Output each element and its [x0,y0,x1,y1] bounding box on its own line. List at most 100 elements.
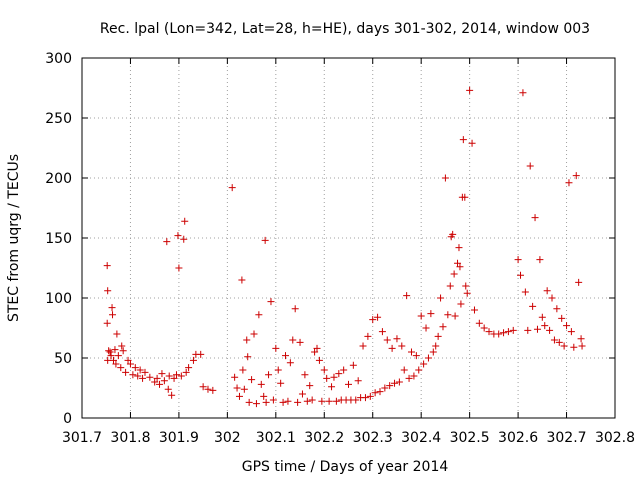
data-point [311,348,319,356]
data-point [113,330,121,338]
data-point [239,366,247,374]
data-point [466,86,474,94]
data-point [374,313,382,321]
data-point [243,336,251,344]
data-point [141,368,149,376]
data-point [393,335,401,343]
data-point [308,396,316,404]
data-point [468,139,476,147]
y-tick-label: 300 [45,51,72,67]
data-point [168,391,176,399]
data-point [340,366,348,374]
data-point [265,371,273,379]
data-point [529,302,537,310]
data-point [124,356,132,364]
data-point [570,343,578,351]
data-point [352,396,360,404]
data-point [122,368,130,376]
data-point [432,342,440,350]
data-point [575,278,583,286]
data-point [298,390,306,398]
data-point [470,306,478,314]
data-point [434,332,442,340]
data-point [461,193,469,201]
data-point [485,328,493,336]
data-point [315,356,323,364]
data-point [204,385,212,393]
x-tick-label: 301.9 [159,430,199,446]
data-point [364,332,372,340]
x-tick-label: 302 [214,430,241,446]
y-axis-title: STEC from uqrg / TECUs [6,154,22,322]
data-point [560,342,568,350]
data-point [412,352,420,360]
data-point [277,379,285,387]
data-point [386,382,394,390]
data-point [181,217,189,225]
y-tick-label: 0 [63,411,72,427]
data-point [565,179,573,187]
data-point [538,313,546,321]
data-point [417,312,425,320]
grid [82,58,615,418]
data-point [500,329,508,337]
data-point [395,378,403,386]
x-tick-label: 302.5 [450,430,490,446]
data-point [325,397,333,405]
data-point [451,312,459,320]
data-point [248,376,256,384]
data-point [475,319,483,327]
data-point [563,322,571,330]
data-point [391,379,399,387]
data-point [296,338,304,346]
data-point [345,380,352,388]
data-point [578,342,586,350]
data-point [153,374,161,382]
data-point [543,287,551,295]
data-point [160,377,168,385]
y-tick-label: 150 [45,231,72,247]
data-point [177,372,185,380]
data-point [255,311,263,319]
data-point [279,398,287,406]
data-point [376,388,384,396]
data-point [444,311,452,319]
data-point [146,373,154,381]
data-point [103,319,111,327]
data-point [294,398,302,406]
data-point [463,289,471,297]
data-point [328,383,336,391]
x-tick-label: 301.7 [62,430,102,446]
x-tick-label: 302.4 [401,430,441,446]
data-point [454,259,462,267]
data-point [209,386,217,394]
data-point [369,316,377,324]
data-point [388,344,396,352]
data-point [284,397,292,405]
data-point [550,336,558,344]
axis-ticks: 301.7 301.8 301.9 302 302.1 302.2 302.3 302.4 30… [45,51,635,446]
data-point [104,287,112,295]
x-tick-label: 301.8 [110,430,150,446]
data-point [175,264,183,272]
data-point [306,382,314,390]
x-tick-label: 302.7 [546,430,586,446]
data-point [403,292,411,300]
data-point [111,346,119,354]
x-tick-label: 302.2 [304,430,344,446]
data-point [126,360,134,368]
data-point [504,328,512,336]
data-point [332,397,340,405]
data-point [244,353,252,361]
data-point [158,370,166,378]
data-point [182,368,190,376]
data-point [495,330,503,338]
data-point [156,380,164,388]
data-point [174,232,182,240]
data-point [231,373,239,381]
data-point [136,366,144,374]
data-point [252,400,260,408]
data-point [286,359,294,367]
data-point [180,235,188,243]
data-point [572,172,580,180]
